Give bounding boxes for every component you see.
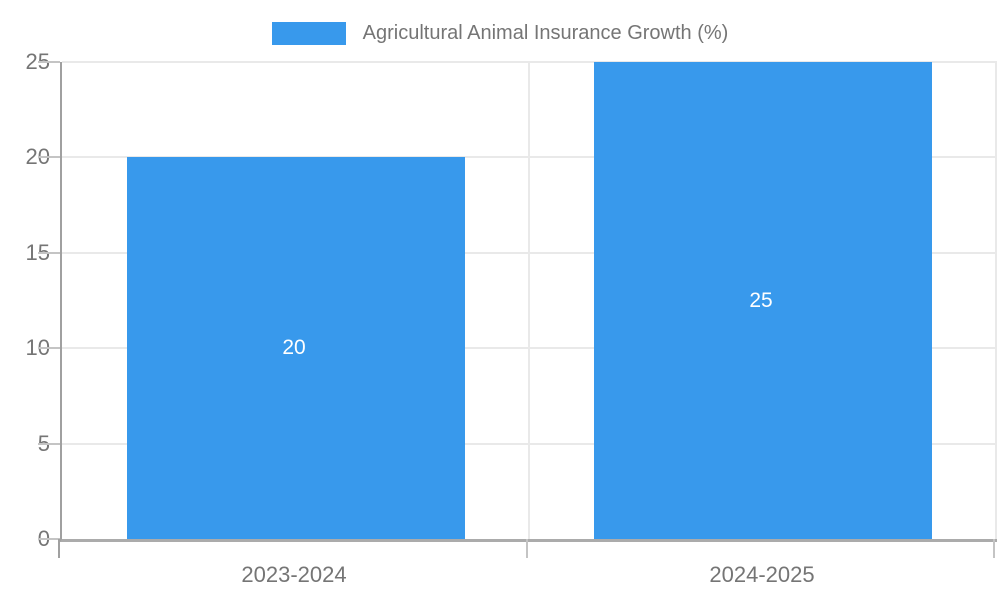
y-gridline — [62, 61, 997, 63]
x-axis-label: 2024-2025 — [709, 562, 815, 587]
y-gridline — [62, 251, 997, 254]
y-tick-mark — [38, 61, 60, 63]
bar-value-label: 25 — [749, 289, 773, 312]
y-tick-mark — [38, 156, 60, 159]
x-tick-mark — [525, 539, 528, 558]
y-gridline — [62, 156, 997, 159]
bar — [594, 62, 932, 539]
y-tick-mark — [38, 538, 60, 540]
bar-value-label: 20 — [282, 336, 306, 359]
y-tick-mark — [38, 442, 60, 445]
x-tick-mark — [993, 539, 995, 558]
legend-swatch-icon — [271, 22, 346, 45]
y-gridline — [62, 442, 997, 445]
plot-area — [60, 61, 997, 542]
y-gridline — [62, 347, 997, 350]
bar — [127, 157, 465, 539]
x-gridline — [527, 62, 530, 539]
x-gridline — [995, 62, 997, 539]
x-axis-label: 2023-2024 — [241, 562, 347, 587]
y-tick-mark — [38, 347, 60, 350]
legend: Agricultural Animal Insurance Growth (%) — [0, 20, 1000, 47]
legend-label: Agricultural Animal Insurance Growth (%) — [362, 22, 729, 44]
y-tick-mark — [38, 251, 60, 254]
x-tick-mark — [58, 539, 60, 558]
